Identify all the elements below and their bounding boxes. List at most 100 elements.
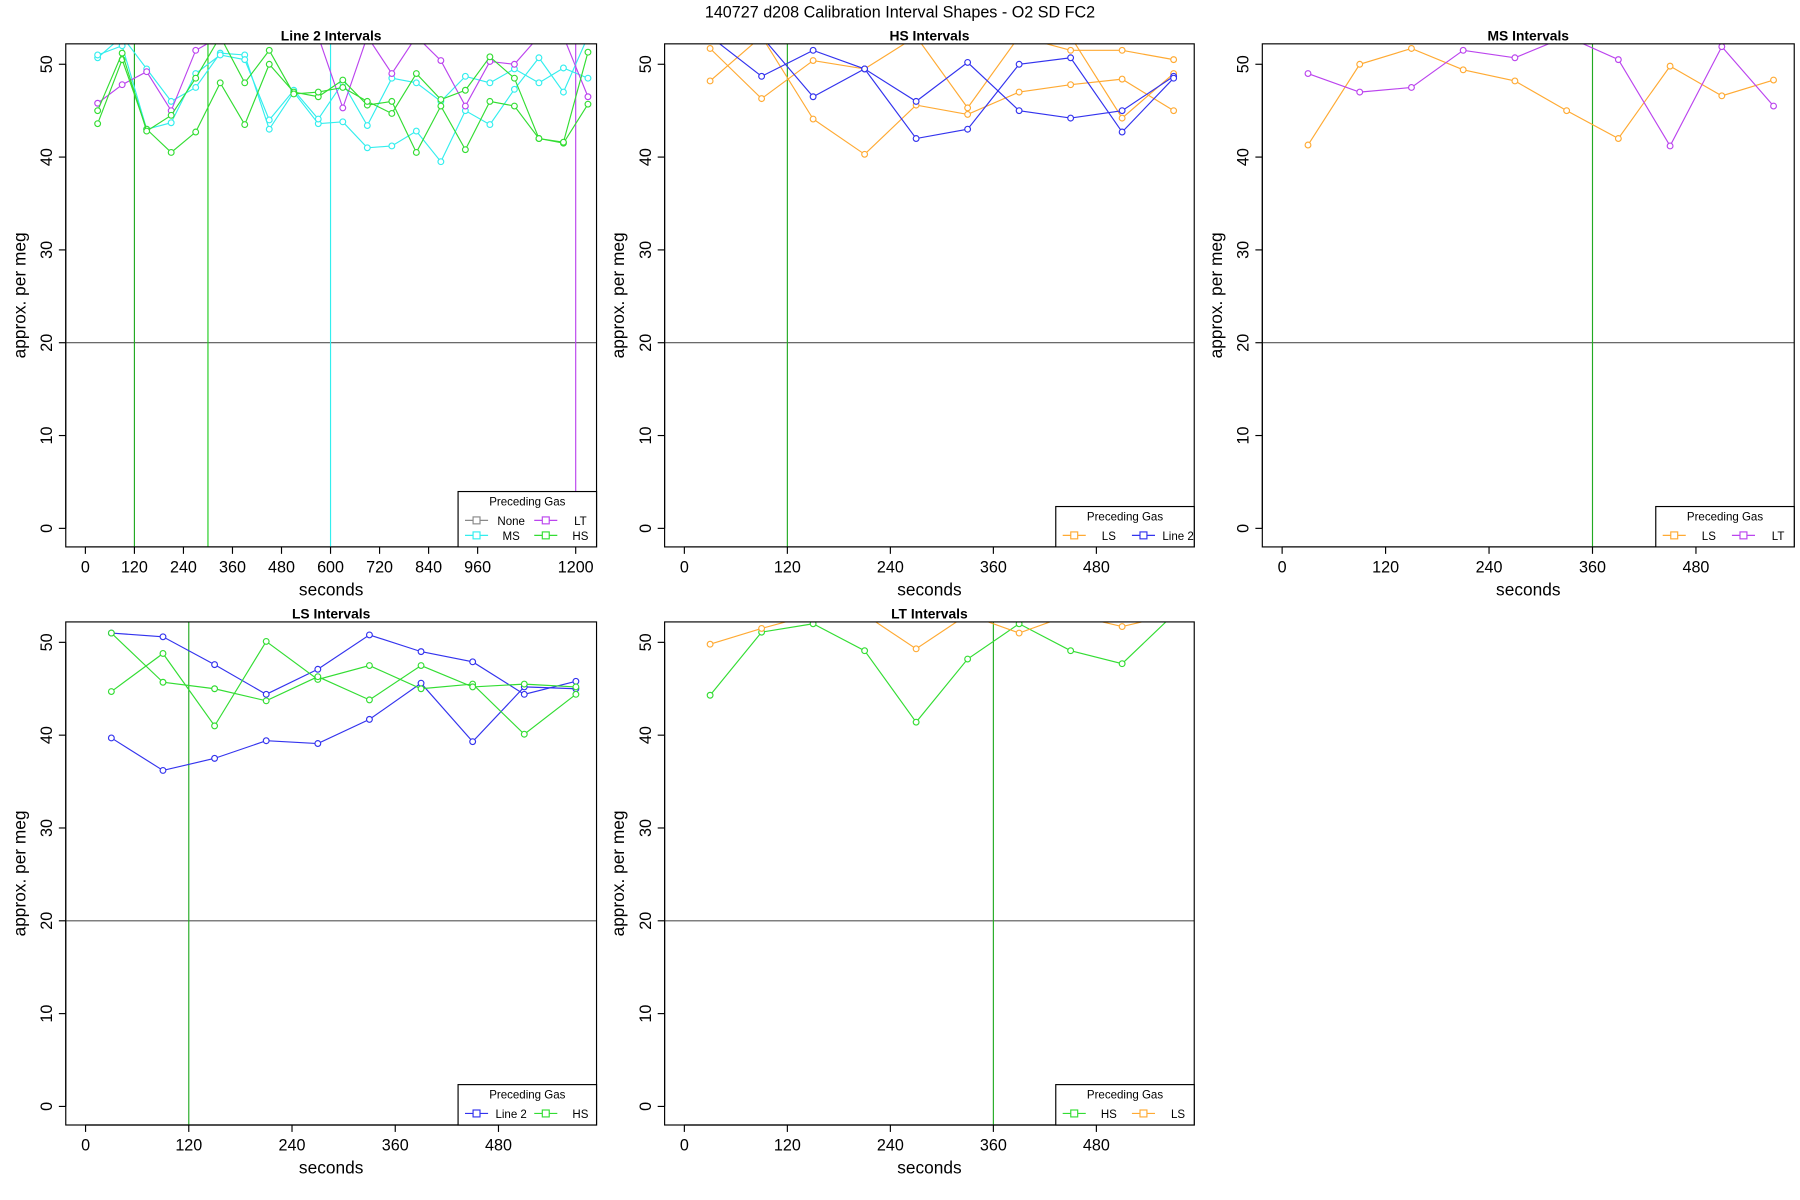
legend-box: [457, 1084, 598, 1126]
data-point: [412, 127, 420, 135]
data-point: [363, 144, 371, 152]
y-tick-label: 50: [1234, 55, 1252, 73]
x-tick-label: 240: [170, 558, 197, 576]
x-tick-label: 360: [980, 558, 1007, 576]
data-point: [964, 58, 972, 66]
x-tick-label: 600: [317, 558, 344, 576]
data-point: [1770, 76, 1778, 84]
data-point: [520, 680, 528, 688]
data-point: [469, 738, 477, 746]
data-point: [1511, 77, 1519, 85]
panel-title: Line 2 Intervals: [281, 27, 382, 43]
data-point: [1356, 88, 1364, 96]
data-point: [862, 34, 868, 40]
figure-title: 140727 d208 Calibration Interval Shapes …: [705, 3, 1095, 21]
panel-title: HS Intervals: [889, 27, 969, 43]
legend-box: [457, 490, 598, 548]
data-point: [861, 150, 869, 158]
data-point: [417, 685, 425, 693]
data-point: [143, 68, 151, 76]
data-point: [1171, 612, 1177, 618]
data-point: [118, 49, 126, 57]
y-tick-label: 30: [38, 819, 56, 837]
y-tick-label: 10: [1234, 427, 1252, 445]
legend-label: MS: [503, 531, 521, 543]
data-point: [535, 54, 543, 62]
data-point: [1356, 60, 1364, 68]
series-line: [718, 43, 1174, 119]
data-point: [707, 34, 713, 40]
y-tick-label: 40: [637, 726, 655, 744]
data-point: [912, 97, 920, 105]
data-point: [1614, 56, 1622, 64]
data-point: [486, 53, 494, 61]
data-point: [192, 128, 200, 136]
y-tick-label: 20: [1234, 334, 1252, 352]
x-tick-label: 0: [81, 558, 90, 576]
legend-marker: [1670, 531, 1679, 540]
x-axis-label: seconds: [299, 1157, 364, 1177]
data-point: [536, 34, 542, 40]
data-point: [159, 678, 167, 686]
data-point: [486, 79, 494, 87]
data-point: [912, 135, 920, 142]
data-point: [437, 102, 445, 110]
data-point: [388, 70, 396, 78]
data-point: [461, 86, 469, 94]
data-point: [388, 142, 396, 150]
legend-box: [1655, 505, 1795, 548]
data-point: [1666, 142, 1674, 150]
data-point: [217, 34, 223, 40]
y-tick-label: 50: [637, 633, 655, 651]
data-point: [211, 754, 219, 762]
data-point: [572, 677, 580, 685]
data-point: [262, 737, 270, 745]
x-tick-label: 120: [774, 558, 801, 576]
data-point: [964, 655, 972, 663]
data-point: [559, 64, 567, 72]
series-line: [111, 682, 576, 772]
legend-label: LS: [1171, 1109, 1185, 1121]
panel-title: LT Intervals: [891, 605, 968, 621]
data-point: [1718, 92, 1726, 100]
data-point: [1459, 46, 1467, 54]
data-point: [363, 97, 371, 105]
data-point: [861, 647, 869, 655]
legend-label: LT: [1772, 531, 1785, 543]
data-point: [159, 650, 167, 657]
series-line: [111, 640, 577, 735]
y-tick-label: 0: [637, 524, 655, 533]
x-tick-label: 1200: [558, 558, 594, 576]
data-point: [572, 690, 580, 698]
series-line: [1074, 43, 1175, 119]
data-point: [584, 100, 592, 108]
data-point: [290, 90, 298, 98]
data-point: [265, 46, 273, 54]
plot-frame: [1261, 43, 1795, 548]
data-point: [437, 158, 445, 166]
data-point: [706, 77, 714, 85]
data-point: [339, 104, 347, 112]
data-point: [707, 34, 713, 40]
data-point: [1118, 114, 1126, 122]
data-point: [265, 125, 273, 133]
legend-marker: [541, 516, 550, 525]
data-point: [1015, 621, 1023, 628]
data-point: [365, 696, 373, 704]
plot-frame: [65, 621, 598, 1126]
x-axis-label: seconds: [1496, 579, 1561, 599]
data-point: [809, 93, 817, 101]
legend-marker: [1139, 1109, 1148, 1118]
data-point: [417, 648, 425, 656]
data-point: [1067, 647, 1075, 655]
data-point: [520, 730, 528, 738]
data-point: [1118, 623, 1126, 631]
data-point: [266, 34, 272, 40]
data-point: [159, 766, 167, 774]
y-tick-label: 40: [38, 726, 56, 744]
plot-area: [664, 34, 1195, 547]
data-point: [1067, 54, 1075, 62]
series-line: [709, 43, 1174, 156]
x-axis-label: seconds: [897, 579, 962, 599]
